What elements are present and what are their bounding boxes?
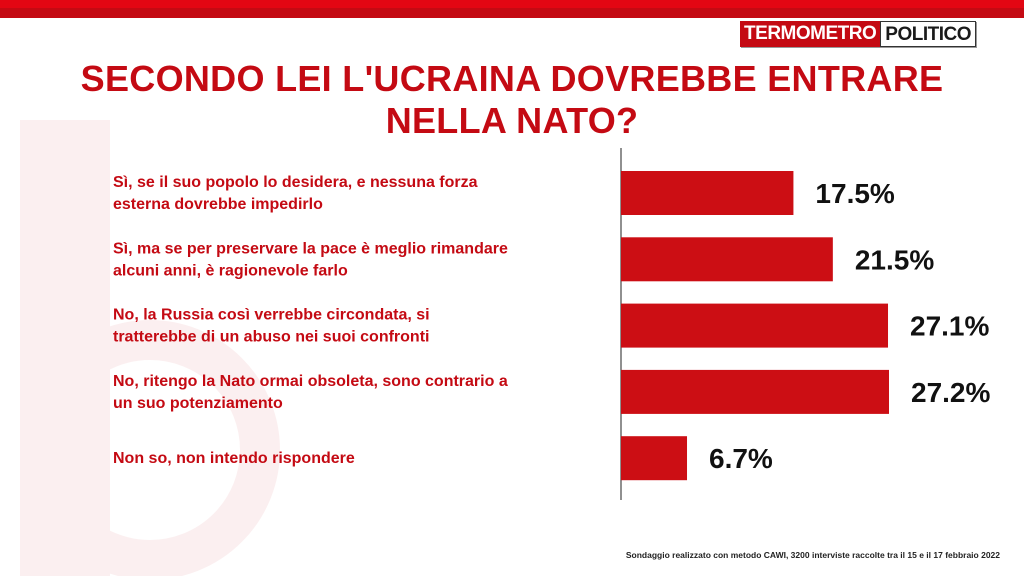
top-accent-bar — [0, 0, 1024, 8]
value-label-4: 27.2% — [911, 377, 990, 408]
background-watermark — [20, 120, 280, 576]
chart-title: SECONDO LEI L'UCRAINA DOVREBBE ENTRARE N… — [80, 58, 944, 141]
category-label-line: No, la Russia così verrebbe circondata, … — [113, 307, 430, 324]
survey-footnote: Sondaggio realizzato con metodo CAWI, 32… — [625, 550, 1000, 560]
category-label-line: Non so, non intendo rispondere — [113, 450, 355, 467]
category-label-4: No, ritengo la Nato ormai obsoleta, sono… — [113, 373, 508, 412]
category-label-line: alcuni anni, è ragionevole farlo — [113, 262, 348, 279]
logo-part1: TERMOMETRO — [740, 21, 881, 47]
category-label-line: Sì, ma se per preservare la pace è megli… — [113, 240, 508, 257]
category-label-line: Sì, se il suo popolo lo desidera, e ness… — [113, 174, 478, 191]
category-label-line: tratterebbe di un abuso nei suoi confron… — [113, 329, 429, 346]
bar-1 — [621, 171, 794, 215]
category-label-3: No, la Russia così verrebbe circondata, … — [113, 307, 430, 346]
bar-2 — [621, 237, 833, 282]
category-label-2: Sì, ma se per preservare la pace è megli… — [113, 240, 508, 279]
bar-4 — [621, 369, 889, 414]
logo-part2: POLITICO — [880, 21, 976, 47]
value-label-1: 17.5% — [815, 178, 894, 209]
bar-3 — [621, 303, 889, 348]
category-label-1: Sì, se il suo popolo lo desidera, e ness… — [113, 174, 478, 213]
category-label-5: Non so, non intendo rispondere — [113, 450, 355, 467]
category-label-line: un suo potenziamento — [113, 395, 283, 412]
category-label-line: esterna dovrebbe impedirlo — [113, 196, 323, 213]
top-accent-band — [0, 8, 1024, 18]
category-label-line: No, ritengo la Nato ormai obsoleta, sono… — [113, 373, 508, 390]
value-label-5: 6.7% — [709, 443, 773, 474]
value-label-2: 21.5% — [855, 244, 934, 275]
value-label-3: 27.1% — [910, 311, 989, 342]
bar-5 — [621, 436, 688, 481]
termometro-politico-logo: TERMOMETRO POLITICO — [740, 21, 976, 47]
